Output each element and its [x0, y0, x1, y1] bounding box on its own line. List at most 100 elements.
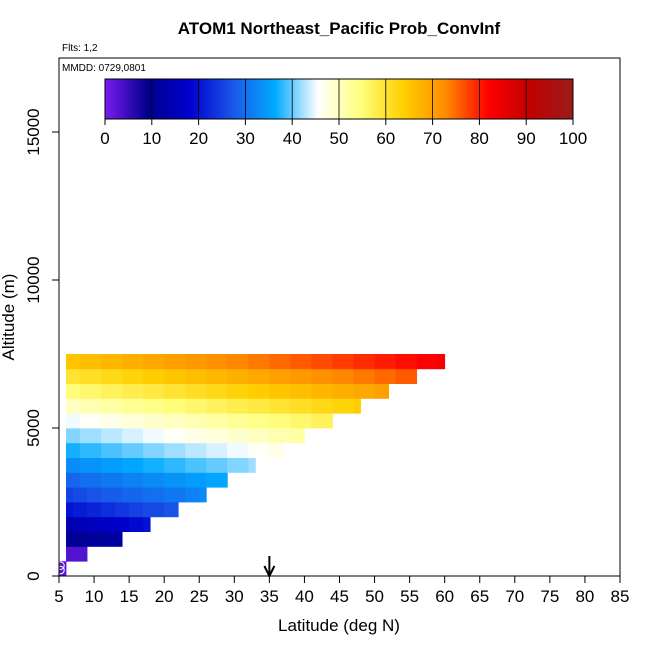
- heatmap-cell: [206, 413, 214, 429]
- x-axis-label: Latitude (deg N): [278, 616, 400, 635]
- heatmap-cell: [122, 413, 130, 429]
- heatmap-cell: [101, 502, 109, 518]
- heatmap-cell: [136, 457, 144, 473]
- flight-marker: [466, 299, 475, 308]
- heatmap-cell: [143, 502, 151, 518]
- heatmap-cell: [87, 457, 95, 473]
- colorbar-tick-label: 50: [330, 129, 349, 148]
- heatmap-cell: [129, 472, 137, 488]
- heatmap-cell: [192, 354, 200, 370]
- heatmap-cell: [157, 354, 165, 370]
- heatmap-cell: [220, 428, 228, 444]
- x-tick-label: 60: [435, 587, 454, 606]
- heatmap-cell: [276, 383, 284, 399]
- heatmap-cell: [80, 472, 88, 488]
- x-tick-label: 55: [400, 587, 419, 606]
- chart-title: ATOM1 Northeast_Pacific Prob_ConvInf: [178, 19, 501, 38]
- heatmap-cell: [73, 546, 81, 562]
- heatmap-cell: [101, 457, 109, 473]
- heatmap-cell: [87, 516, 95, 532]
- heatmap-cell: [94, 398, 102, 414]
- heatmap-cell: [388, 368, 396, 384]
- heatmap-cell: [290, 368, 298, 384]
- heatmap-cell: [94, 502, 102, 518]
- heatmap-cell: [143, 398, 151, 414]
- heatmap-cell: [423, 354, 432, 370]
- heatmap-cell: [178, 472, 186, 488]
- heatmap-cell: [115, 457, 123, 473]
- heatmap-cell: [290, 383, 298, 399]
- colorbar-tick-label: 60: [376, 129, 395, 148]
- heatmap-cell: [185, 487, 193, 503]
- heatmap-cell: [234, 442, 242, 458]
- heatmap-cell: [122, 516, 130, 532]
- heatmap-cell: [80, 502, 88, 518]
- y-axis: 0 5000 10000 15000: [24, 108, 59, 581]
- colorbar-tick-label: 100: [559, 129, 587, 148]
- heatmap-cell: [220, 398, 228, 414]
- heatmap-cell: [94, 368, 102, 384]
- heatmap-cell: [94, 354, 102, 370]
- heatmap-cell: [213, 368, 221, 384]
- heatmap-cell: [255, 383, 263, 399]
- heatmap-cell: [185, 368, 193, 384]
- heatmap-cell: [311, 354, 319, 370]
- x-tick-label: 15: [120, 587, 139, 606]
- heatmap-cell: [164, 398, 172, 414]
- heatmap-cell: [185, 472, 193, 488]
- heatmap-cell: [73, 398, 81, 414]
- heatmap-cell: [122, 502, 130, 518]
- colorbar-ticks: 0 10 20 30 40 50 60 70 80 90 100: [100, 79, 587, 148]
- heatmap-cell: [227, 457, 235, 473]
- heatmap-cell: [157, 457, 165, 473]
- x-tick-label: 80: [575, 587, 594, 606]
- y-tick-label: 5000: [24, 409, 43, 447]
- heatmap-cell: [108, 502, 116, 518]
- heatmap-cell: [234, 428, 242, 444]
- heatmap-cell: [199, 428, 207, 444]
- heatmap-cell: [73, 383, 81, 399]
- heatmap-cell: [101, 487, 109, 503]
- heatmap-cell: [94, 516, 102, 532]
- flight-marker: [121, 237, 130, 246]
- x-tick-label: 85: [611, 587, 630, 606]
- heatmap-cell: [325, 413, 333, 429]
- heatmap-cell: [129, 487, 137, 503]
- heatmap-cell: [80, 457, 88, 473]
- heatmap-cell: [157, 502, 165, 518]
- heatmap-cell: [311, 383, 319, 399]
- heatmap-cell: [332, 354, 340, 370]
- heatmap-cell: [73, 413, 81, 429]
- heatmap-cell: [248, 457, 256, 473]
- heatmap-cell: [178, 413, 186, 429]
- heatmap-cell: [87, 428, 95, 444]
- heatmap-cell: [339, 398, 347, 414]
- heatmap-cell: [143, 383, 151, 399]
- heatmap-cell: [185, 428, 193, 444]
- heatmap-cell: [185, 354, 193, 370]
- heatmap-cell: [143, 442, 151, 458]
- heatmap-cell: [150, 383, 158, 399]
- heatmap-cell: [199, 472, 207, 488]
- heatmap-cell: [150, 472, 158, 488]
- heatmap-cell: [255, 398, 263, 414]
- heatmap-cell: [80, 368, 88, 384]
- heatmap-cell: [325, 354, 333, 370]
- heatmap-cell: [136, 413, 144, 429]
- heatmap-cell: [276, 368, 284, 384]
- heatmap-cell: [283, 383, 291, 399]
- heatmap-cell: [311, 368, 319, 384]
- heatmap-cell: [290, 413, 298, 429]
- colorbar-tick-label: 0: [100, 129, 109, 148]
- heatmap-cell: [80, 383, 88, 399]
- heatmap-cell: [129, 442, 137, 458]
- flight-marker: [235, 263, 245, 273]
- heatmap-cell: [269, 442, 277, 458]
- heatmap-cell: [73, 531, 81, 547]
- heatmap-cell: [80, 398, 88, 414]
- heatmap-cell: [304, 413, 312, 429]
- heatmap-cell: [402, 354, 411, 370]
- heatmap-cell: [283, 428, 291, 444]
- heatmap-cell: [269, 413, 277, 429]
- heatmap-cell: [437, 354, 446, 370]
